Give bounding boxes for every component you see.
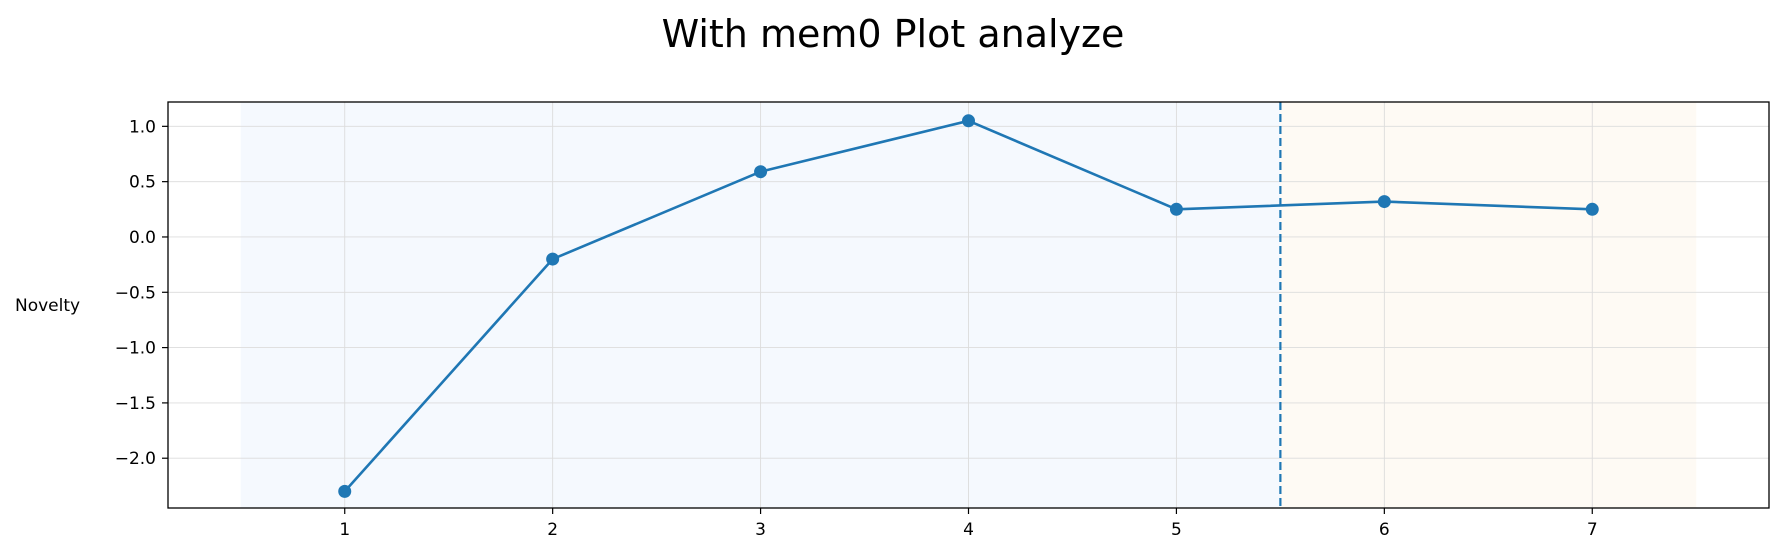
chart-title: With mem0 Plot analyze bbox=[662, 12, 1125, 56]
x-tick-label: 5 bbox=[1171, 520, 1182, 540]
y-tick-label: −1.5 bbox=[115, 394, 156, 414]
y-axis-label: Novelty bbox=[15, 296, 80, 316]
y-axis-ticks: −2.0 −1.5 −1.0 −0.5 0.0 0.5 1.0 bbox=[115, 117, 168, 469]
data-series bbox=[338, 114, 1599, 498]
data-point bbox=[1585, 202, 1599, 216]
x-tick-label: 2 bbox=[547, 520, 558, 540]
y-tick-label: 0.0 bbox=[129, 228, 156, 248]
data-point bbox=[1169, 202, 1183, 216]
y-tick-label: −2.0 bbox=[115, 449, 156, 469]
y-tick-label: 0.5 bbox=[129, 173, 156, 193]
data-point bbox=[962, 114, 975, 128]
x-tick-label: 1 bbox=[339, 520, 350, 540]
data-point bbox=[1377, 195, 1391, 209]
y-tick-label: 1.0 bbox=[129, 117, 156, 137]
data-point bbox=[338, 484, 352, 498]
x-axis-ticks: 1 2 3 4 5 6 7 bbox=[339, 508, 1598, 540]
grid-lines bbox=[168, 102, 1769, 508]
x-tick-label: 3 bbox=[755, 520, 766, 540]
x-tick-label: 4 bbox=[963, 520, 974, 540]
y-tick-label: −0.5 bbox=[115, 283, 156, 303]
x-tick-label: 6 bbox=[1379, 520, 1390, 540]
x-tick-label: 7 bbox=[1587, 520, 1598, 540]
data-point bbox=[754, 165, 768, 179]
shaded-region-2 bbox=[1280, 102, 1697, 508]
data-point bbox=[546, 252, 560, 266]
y-tick-label: −1.0 bbox=[115, 339, 156, 359]
